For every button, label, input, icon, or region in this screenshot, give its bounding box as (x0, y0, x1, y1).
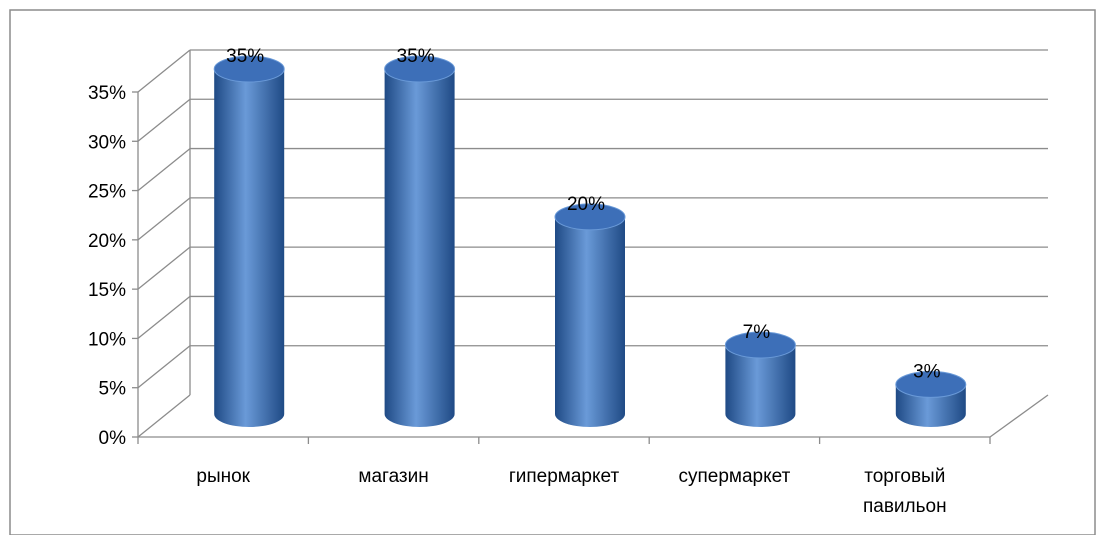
gridline-diagonal (137, 246, 191, 290)
bar-top (724, 331, 796, 359)
category-label: павильон (863, 496, 947, 517)
gridline-diagonal (137, 197, 191, 241)
category-label: торговый (864, 466, 945, 487)
bar-4 (895, 370, 967, 427)
floor-left-edge (137, 394, 191, 438)
y-tick-label: 0% (99, 428, 127, 449)
y-tick-label: 20% (88, 231, 126, 252)
data-label: 7% (743, 322, 771, 343)
bar-body (725, 345, 796, 427)
gridline-diagonal (137, 345, 191, 389)
chart-border (9, 9, 1096, 535)
bar-body (555, 216, 625, 427)
bar-top (554, 203, 626, 231)
y-tick-label: 5% (99, 379, 127, 400)
category-label: гипермаркет (509, 466, 620, 487)
bar-top (213, 55, 285, 83)
data-label: 20% (567, 194, 605, 215)
bar-top (384, 55, 456, 83)
bar-1 (384, 55, 456, 427)
category-label: супермаркет (679, 466, 791, 487)
data-label: 3% (913, 361, 941, 382)
data-label: 35% (226, 46, 264, 67)
gridline-diagonal (137, 295, 191, 339)
bar-body (214, 69, 285, 427)
gridline-diagonal (137, 98, 191, 142)
floor-right-edge (989, 394, 1049, 438)
bar-2 (554, 203, 626, 427)
category-label: магазин (358, 466, 428, 487)
bar-top (895, 370, 967, 398)
gridline-diagonal (137, 49, 191, 93)
gridline-diagonal (137, 148, 191, 192)
data-label: 35% (397, 46, 435, 67)
y-tick-label: 25% (88, 182, 126, 203)
y-tick-label: 30% (88, 132, 126, 153)
bar-body (384, 69, 455, 427)
category-label: рынок (196, 466, 250, 487)
bar-3 (724, 331, 796, 427)
bar-0 (213, 55, 285, 427)
y-tick-label: 10% (88, 329, 126, 350)
y-tick-label: 15% (88, 280, 126, 301)
y-tick-label: 35% (88, 83, 126, 104)
